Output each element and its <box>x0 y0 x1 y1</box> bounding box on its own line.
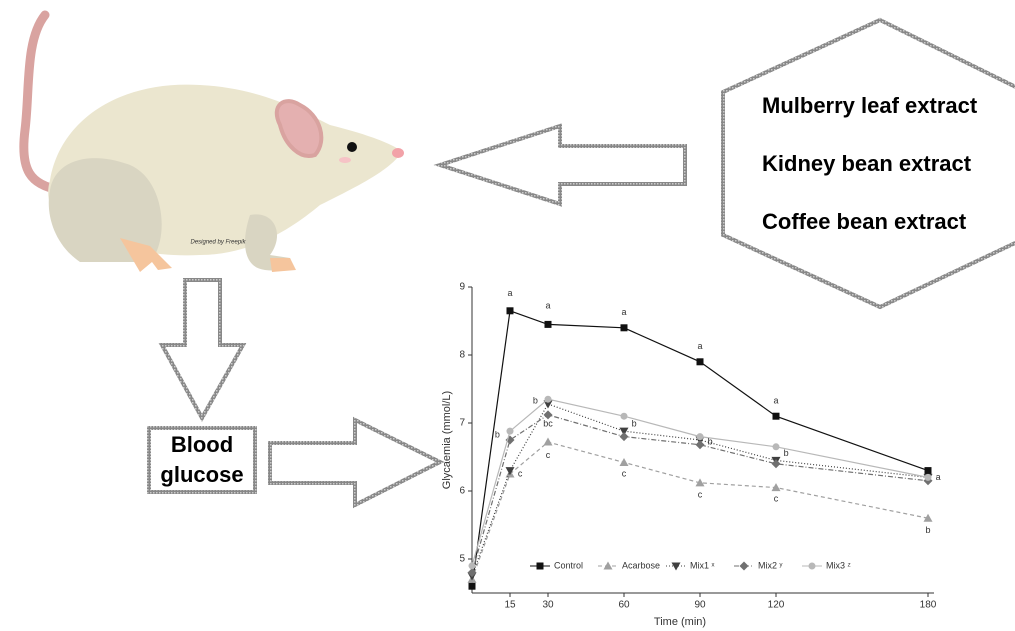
y-axis-label: Glycaemia (mmol/L) <box>441 391 453 489</box>
data-point <box>620 432 629 441</box>
y-tick-label: 9 <box>459 282 465 293</box>
data-point <box>925 474 932 481</box>
x-tick-label: 15 <box>504 600 516 611</box>
data-point <box>507 307 514 314</box>
x-tick-label: 180 <box>920 600 937 611</box>
significance-letter: c <box>546 450 551 460</box>
outcome-label: Blood <box>171 432 233 457</box>
y-tick-label: 5 <box>459 554 465 565</box>
data-point <box>506 467 515 475</box>
series-line <box>472 442 928 579</box>
x-tick-label: 120 <box>768 600 785 611</box>
graphical-abstract: Designed by Freepik Mulberry leaf extrac… <box>0 0 1015 631</box>
arrow-right <box>270 420 440 505</box>
data-point <box>620 458 629 466</box>
significance-letter: bc <box>543 419 553 429</box>
outcome-label: glucose <box>160 462 243 487</box>
significance-letter: b <box>708 436 713 446</box>
extract-label: Kidney bean extract <box>762 151 972 176</box>
significance-letter: b <box>784 448 789 458</box>
data-point <box>925 467 932 474</box>
mouse-illustration: Designed by Freepik <box>24 15 404 272</box>
data-point <box>507 428 514 435</box>
significance-letter: c <box>622 468 627 478</box>
data-point <box>469 583 476 590</box>
extract-label: Mulberry leaf extract <box>762 93 978 118</box>
data-point <box>773 413 780 420</box>
significance-letter: c <box>518 468 523 478</box>
y-tick-label: 7 <box>459 418 465 429</box>
significance-letter: c <box>698 489 703 499</box>
significance-letter: b <box>495 430 500 440</box>
x-tick-label: 60 <box>618 600 630 611</box>
y-tick-label: 8 <box>459 350 465 361</box>
significance-letter: b <box>925 525 930 535</box>
y-tick-label: 6 <box>459 486 465 497</box>
data-point <box>772 459 781 468</box>
data-point <box>469 562 476 569</box>
legend-marker <box>604 562 613 570</box>
data-point <box>697 433 704 440</box>
x-tick-label: 90 <box>694 600 706 611</box>
significance-letter: a <box>773 396 778 406</box>
significance-letter: a <box>621 307 626 317</box>
significance-letter: a <box>936 472 941 482</box>
significance-letter: c <box>774 494 779 504</box>
data-point <box>621 324 628 331</box>
extract-label: Coffee bean extract <box>762 209 967 234</box>
significance-letter: a <box>697 341 702 351</box>
significance-letter: b <box>632 419 637 429</box>
legend-marker <box>809 563 816 570</box>
arrow-down <box>162 280 243 418</box>
legend-label: Mix1 ˣ <box>690 560 715 570</box>
glycaemia-chart: Time (min) Glycaemia (mmol/L) 5 6 7 8 9 15 30 6… <box>441 282 941 628</box>
legend-marker <box>537 563 544 570</box>
x-axis-label: Time (min) <box>654 616 706 628</box>
data-point <box>773 443 780 450</box>
significance-letter: b <box>533 396 538 406</box>
x-tick-label: 30 <box>542 600 554 611</box>
data-point <box>621 413 628 420</box>
significance-letter: a <box>507 288 512 298</box>
data-point <box>545 396 552 403</box>
credit: Designed by Freepik <box>190 240 246 246</box>
legend-label: Acarbose <box>622 560 660 570</box>
arrow-left <box>440 126 685 204</box>
legend-label: Mix3 ᶻ <box>826 560 851 570</box>
data-point <box>696 440 705 449</box>
data-point <box>544 438 553 446</box>
legend-label: Control <box>554 560 583 570</box>
data-point <box>545 321 552 328</box>
significance-letter: a <box>545 300 550 310</box>
data-point <box>697 358 704 365</box>
legend-label: Mix2 ʸ <box>758 560 783 570</box>
legend-marker <box>740 562 749 571</box>
